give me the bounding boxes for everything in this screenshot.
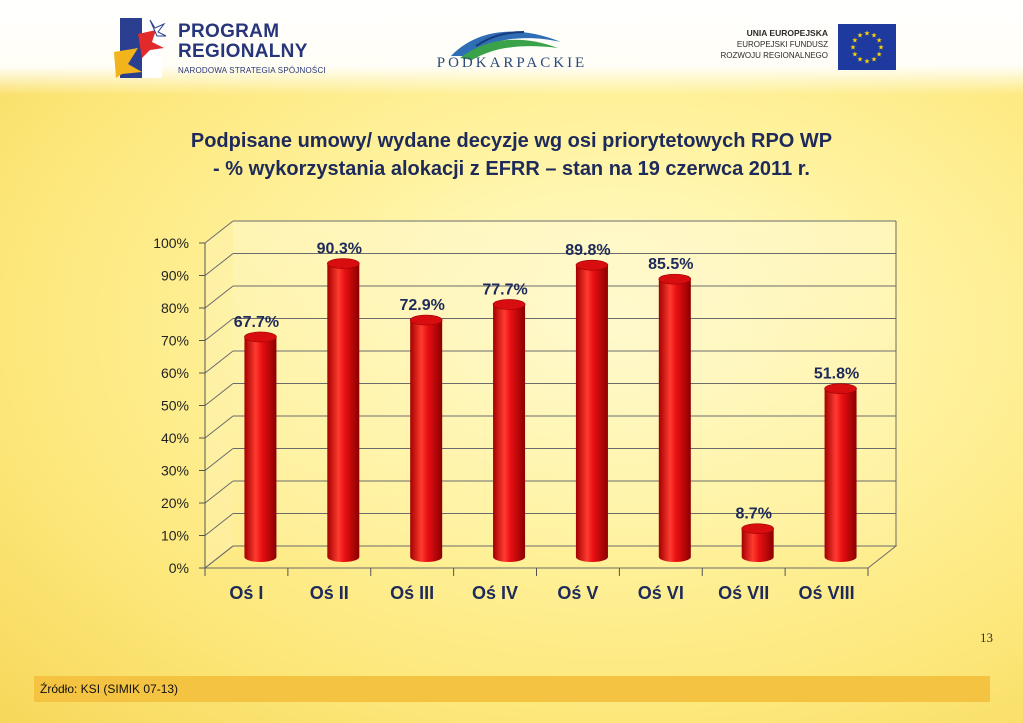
chart-floor <box>203 545 898 569</box>
chart-grid <box>204 220 897 569</box>
podkarpackie-name: PODKARPACKIE <box>436 55 588 71</box>
gridline-diagonal <box>204 253 234 276</box>
gridline-diagonal <box>204 480 234 504</box>
eu-star-icon: ★ <box>871 56 877 64</box>
bar <box>327 258 360 562</box>
bar-top <box>658 273 692 285</box>
bar-body <box>575 265 608 562</box>
x-tick-label: Oś III <box>390 583 434 603</box>
bar-top <box>327 258 360 269</box>
chart-title-line2: - % wykorzystania alokacji z EFRR – stan… <box>213 158 810 180</box>
x-tick-label: Oś VII <box>718 583 769 603</box>
bar <box>741 523 774 562</box>
bar-body <box>493 304 526 562</box>
bar-body <box>244 336 277 562</box>
eu-star-icon: ★ <box>871 31 877 39</box>
gridline-diagonal <box>204 383 234 406</box>
bar-top <box>492 299 526 310</box>
bar-top <box>575 259 609 271</box>
bar-body <box>741 528 774 562</box>
gridline-diagonal <box>204 350 234 374</box>
data-label: 67.7% <box>234 314 279 331</box>
y-tick-label: 20% <box>161 495 189 511</box>
x-tick-label: Oś VI <box>638 583 684 603</box>
bar-body <box>658 279 691 562</box>
bar <box>658 273 692 562</box>
chart-title: Podpisane umowy/ wydane decyzje wg osi p… <box>100 127 923 183</box>
y-tick-label: 100% <box>153 235 189 251</box>
bar <box>409 314 443 562</box>
eu-line1: UNIA EUROPEJSKA <box>746 28 828 38</box>
data-label: 51.8% <box>814 366 859 383</box>
eu-star-icon: ★ <box>857 31 863 39</box>
gridline-diagonal <box>204 513 234 536</box>
data-label: 72.9% <box>400 297 445 314</box>
chart-title-line1: Podpisane umowy/ wydane decyzje wg osi p… <box>190 130 833 152</box>
y-tick-label: 70% <box>161 333 189 349</box>
eu-star-icon: ★ <box>876 37 882 45</box>
y-tick-label: 60% <box>161 365 189 381</box>
data-label: 77.7% <box>482 281 527 298</box>
x-tick-label: Oś I <box>229 583 263 603</box>
program-logo-line1: PROGRAM <box>178 21 280 42</box>
x-tick-label: Oś VIII <box>799 583 855 603</box>
eu-star-icon: ★ <box>876 51 882 59</box>
bar-body <box>824 388 857 562</box>
y-tick-label: 80% <box>161 300 189 316</box>
y-tick-label: 30% <box>161 463 189 479</box>
program-regionalny-text: PROGRAM REGIONALNY NARODOWA STRATEGIA SP… <box>178 21 326 76</box>
program-logo-line3: NARODOWA STRATEGIA SPÓJNOŚCI <box>178 66 326 75</box>
gridline-diagonal <box>204 448 234 471</box>
data-label: 89.8% <box>565 242 610 259</box>
data-label: 8.7% <box>735 506 771 523</box>
x-tick-label: Oś IV <box>472 583 518 603</box>
page-number: 13 <box>980 630 993 645</box>
bar <box>244 331 277 562</box>
eu-line3: ROZWOJU REGIONALNEGO <box>720 51 828 60</box>
y-tick-label: 40% <box>161 430 189 446</box>
chart-axes: 0% 10% 20% 30% 40% 50% 60% 70% 80% 90% 100% <box>153 235 898 576</box>
y-tick-label: 0% <box>169 560 189 576</box>
x-tick-label: Oś II <box>310 583 349 603</box>
bar <box>575 259 609 562</box>
eu-star-icon: ★ <box>864 58 870 66</box>
gridline-diagonal <box>204 285 234 309</box>
gridline-diagonal <box>204 318 234 341</box>
bar-body <box>327 263 360 562</box>
bar-top <box>244 331 277 343</box>
eu-text: UNIA EUROPEJSKA EUROPEJSKI FUNDUSZ ROZWO… <box>688 28 828 61</box>
program-logo-line2: REGIONALNY <box>178 41 308 62</box>
eu-star-icon: ★ <box>857 56 863 64</box>
y-tick-label: 90% <box>161 268 189 284</box>
eu-star-icon: ★ <box>850 44 856 52</box>
bar <box>492 299 526 562</box>
eu-line2: EUROPEJSKI FUNDUSZ <box>736 40 828 49</box>
bar-top <box>409 314 443 326</box>
y-tick-label: 10% <box>161 528 189 544</box>
eu-star-icon: ★ <box>878 44 884 52</box>
eu-star-icon: ★ <box>864 30 870 38</box>
bar-top <box>824 383 857 394</box>
eu-star-icon: ★ <box>852 37 858 45</box>
bar <box>824 383 857 562</box>
bar-body <box>410 320 443 562</box>
podkarpackie-logo <box>451 31 561 60</box>
gridline-diagonal <box>204 220 234 244</box>
eu-star-icon: ★ <box>852 51 858 59</box>
gridline-diagonal <box>204 415 234 439</box>
y-tick-label: 50% <box>161 398 189 414</box>
source-bar <box>34 676 990 702</box>
x-tick-label: Oś V <box>557 583 598 603</box>
program-regionalny-logo <box>114 18 167 78</box>
data-label: 85.5% <box>648 256 693 273</box>
chart-bars <box>244 258 857 562</box>
source-text: Źródło: KSI (SIMIK 07-13) <box>40 682 179 696</box>
eu-flag-icon: ★★★★★★★★★ ★ ★★ <box>838 24 896 70</box>
chart-labels: Oś I Oś II Oś III Oś IV Oś V Oś VI Oś VII Oś VI… <box>229 241 859 603</box>
bar-top <box>741 523 774 535</box>
data-label: 90.3% <box>317 241 362 258</box>
